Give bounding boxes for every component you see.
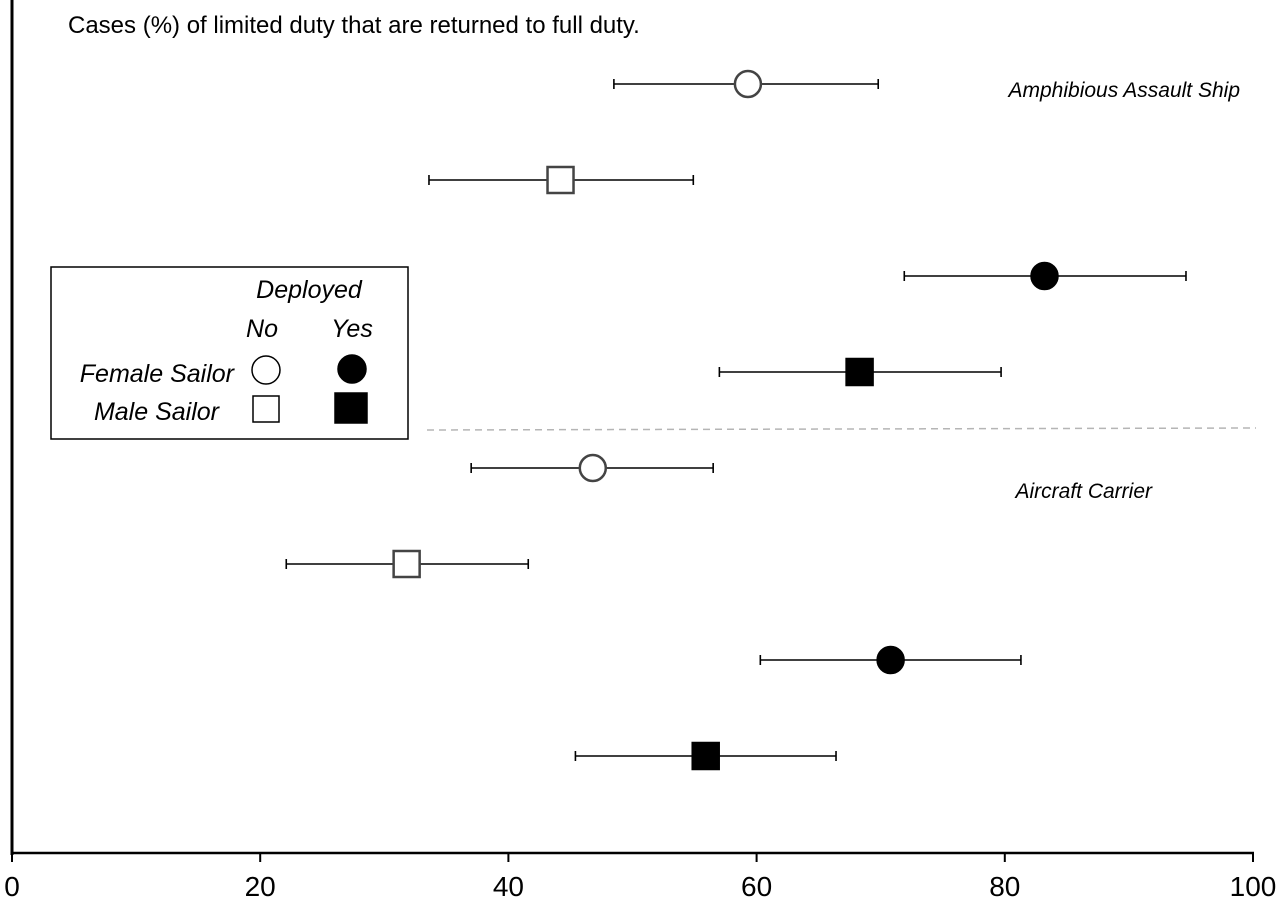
group-label-carrier: Aircraft Carrier (1013, 480, 1153, 503)
point-marker-square (845, 357, 874, 387)
point-marker-square (392, 549, 421, 579)
point-marker-circle (733, 69, 763, 99)
x-tick-label: 40 (493, 871, 524, 902)
legend-row-female: Female Sailor (80, 360, 236, 388)
point-marker-square (691, 741, 720, 771)
point-marker-circle (578, 453, 608, 483)
legend-col-yes: Yes (331, 315, 373, 343)
group-divider (426, 427, 1257, 431)
legend-female-not-deployed-marker (251, 355, 281, 385)
legend-col-no: No (246, 315, 278, 343)
legend-row-male: Male Sailor (94, 398, 221, 426)
group-label-amphibious: Amphibious Assault Ship (1006, 79, 1240, 102)
x-tick-label: 20 (245, 871, 276, 902)
x-tick-label: 60 (741, 871, 772, 902)
point-marker-square (546, 165, 575, 195)
point-marker-circle (876, 645, 905, 675)
data-marks (285, 69, 1187, 771)
legend-female-deployed-marker (337, 354, 367, 384)
legend-header: Deployed (256, 276, 363, 304)
chart-title: Cases (%) of limited duty that are retur… (68, 12, 640, 39)
x-tick-label: 100 (1230, 871, 1277, 902)
legend: Deployed No Yes Female Sailor Male Sailo… (50, 266, 409, 440)
x-tick-label: 0 (4, 871, 20, 902)
x-tick-label: 80 (989, 871, 1020, 902)
point-marker-circle (1030, 261, 1059, 291)
x-ticks: 0 20 40 60 80 100 (4, 853, 1276, 902)
legend-male-deployed-marker (334, 392, 368, 424)
legend-male-not-deployed-marker (252, 395, 280, 423)
